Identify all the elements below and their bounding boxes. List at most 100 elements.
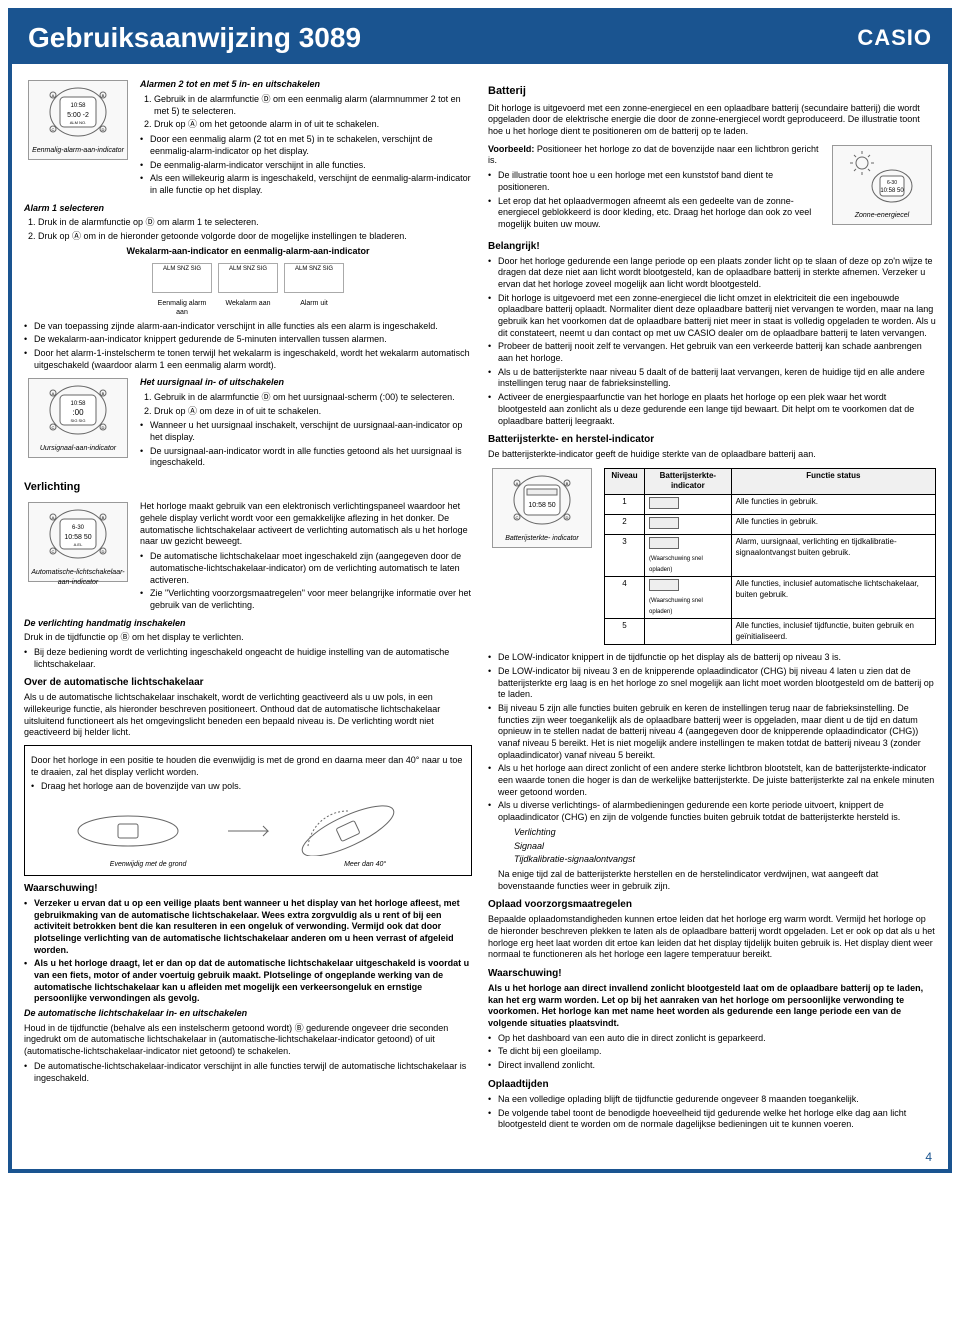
section-heading: Het uursignaal in- of uitschakelen [140, 377, 472, 389]
step-item: Druk op Ⓐ om het getoonde alarm in of ui… [154, 119, 472, 131]
section-heading: Alarmen 2 tot en met 5 in- en uitschakel… [140, 79, 472, 91]
body-text: Als u de automatische lichtschakelaar in… [24, 692, 472, 739]
svg-text:SIG SIG: SIG SIG [71, 418, 86, 423]
svg-text:10:58: 10:58 [70, 103, 86, 109]
indicator-text: ALM SNZ SIG [163, 266, 201, 272]
bullet-item: De eenmalig-alarm-indicator verschijnt i… [140, 160, 472, 172]
svg-text:B: B [566, 481, 569, 486]
bullet-item: Wanneer u het uursignaal inschakelt, ver… [140, 420, 472, 443]
svg-text:A.EL: A.EL [74, 542, 83, 547]
bullet-list: De LOW-indicator knippert in de tijdfunc… [488, 652, 936, 824]
indicator-text: ALM SNZ SIG [229, 266, 267, 272]
section-heading: Over de automatische lichtschakelaar [24, 676, 472, 689]
indicator-label: Eenmalig alarm aan [152, 299, 212, 317]
section-heading: Batterijsterkte- en herstel-indicator [488, 433, 936, 446]
table-header: Niveau [605, 468, 645, 494]
bullet-item: Draag het horloge aan de bovenzijde van … [31, 781, 465, 793]
page-title: Gebruiksaanwijzing 3089 [28, 20, 361, 56]
svg-text:D: D [566, 515, 569, 520]
body-text: Bepaalde oplaadomstandigheden kunnen ert… [488, 914, 936, 961]
bullet-list: De van toepassing zijnde alarm-aan-indic… [24, 321, 472, 372]
bullet-item: De uursignaal-aan-indicator wordt in all… [140, 446, 472, 469]
figure-caption: Zonne-energiecel [835, 211, 929, 220]
table-cell [645, 494, 732, 514]
left-column: 10:58 5:00 -2 ALM NO. A B C D Eenmalig-a… [24, 76, 472, 1133]
section-heading: Alarm 1 selecteren [24, 203, 472, 215]
indicator-text: ALM SNZ SIG [295, 266, 333, 272]
bullet-item: Als u de batterijsterkte naar niveau 5 d… [488, 367, 936, 390]
bullet-item: De wekalarm-aan-indicator knippert gedur… [24, 334, 472, 346]
indicator-fig: ALM SNZ SIG [152, 263, 212, 293]
bullet-item: Door het alarm-1-instelscherm te tonen t… [24, 348, 472, 371]
indent-item: Verlichting [504, 827, 936, 839]
table-cell: Alle functies in gebruik. [731, 515, 935, 535]
step-item: Druk in de alarmfunctie op Ⓓ om alarm 1 … [38, 217, 472, 229]
table-cell: Alle functies, inclusief tijdfunctie, bu… [731, 619, 935, 645]
body-text: Het horloge maakt gebruik van een elektr… [140, 501, 472, 548]
indicator-figures: ALM SNZ SIG ALM SNZ SIG ALM SNZ SIG [24, 263, 472, 293]
table-row: 3 (Waarschuwing snel opladen) Alarm, uur… [605, 535, 936, 577]
right-column: Batterij Dit horloge is uitgevoerd met e… [488, 76, 936, 1133]
bullet-item: Let erop dat het oplaadvermogen afneemt … [488, 196, 820, 231]
bullet-list: De automatische-lichtschakelaar-indicato… [24, 1061, 472, 1084]
svg-text:ALM NO.: ALM NO. [70, 120, 86, 125]
watch-figure-3: 6-30 10:58 50 A.EL A B C D Automatische-… [28, 502, 128, 582]
indicator-heading: Wekalarm-aan-indicator en eenmalig-alarm… [24, 246, 472, 258]
table-cell [645, 515, 732, 535]
bullet-item: Te dicht bij een gloeilamp. [488, 1046, 936, 1058]
table-row: 1 Alle functies in gebruik. [605, 494, 936, 514]
table-cell: 3 [605, 535, 645, 577]
wrist-angle-icon [31, 796, 465, 856]
figure-caption: Automatische-lichtschakelaar-aan-indicat… [31, 568, 125, 586]
svg-text:D: D [102, 425, 105, 430]
sun-watch-icon: 6-30 10:58 50 [847, 148, 917, 206]
table-cell: 2 [605, 515, 645, 535]
bullet-item: Als u het horloge draagt, let er dan op … [24, 958, 472, 1005]
bullet-item: Direct invallend zonlicht. [488, 1060, 936, 1072]
bullet-item: Als u diverse verlichtings- of alarmbedi… [488, 800, 936, 823]
battery-level-icon [649, 537, 679, 549]
bullet-item: Zie "Verlichting voorzorgsmaatregelen" v… [140, 588, 472, 611]
warning-heading: Waarschuwing! [488, 967, 936, 980]
body-text: Na enige tijd zal de batterijsterkte her… [488, 869, 936, 892]
svg-text:10:58 50: 10:58 50 [880, 188, 904, 194]
bullet-list: Bij deze bediening wordt de verlichting … [24, 647, 472, 670]
svg-text:B: B [102, 93, 105, 98]
bullet-item: De illustratie toont hoe u een horloge m… [488, 170, 820, 193]
table-row: 4 (Waarschuwing snel opladen) Alle funct… [605, 577, 936, 619]
diagram-labels: Evenwijdig met de grond Meer dan 40° [31, 860, 465, 869]
watch-icon: 10:58 :00 SIG SIG A B C D [43, 381, 113, 439]
bullet-item: Verzeker u ervan dat u op een veilige pl… [24, 898, 472, 956]
header: Gebruiksaanwijzing 3089 CASIO [12, 12, 948, 64]
figure-caption: Batterijsterkte- indicator [495, 534, 589, 543]
figure-caption: Eenmalig-alarm-aan-indicator [31, 146, 125, 155]
bullet-item: Bij deze bediening wordt de verlichting … [24, 647, 472, 670]
bullet-item: Als u het horloge aan direct zonlicht of… [488, 763, 936, 798]
section-heading: Batterij [488, 84, 936, 98]
warning-heading: Waarschuwing! [24, 882, 472, 895]
watch-figure-4: 10:58 50 A B C D Batterijsterkte- indica… [492, 468, 592, 548]
battery-level-icon [649, 517, 679, 529]
battery-level-icon [649, 497, 679, 509]
page-border: Gebruiksaanwijzing 3089 CASIO 10:58 5:00… [8, 8, 952, 1173]
step-item: Gebruik in de alarmfunctie Ⓓ om het uurs… [154, 392, 472, 404]
svg-text:10:58: 10:58 [70, 401, 86, 407]
svg-text:C: C [52, 127, 55, 132]
section-heading: De verlichting handmatig inschakelen [24, 618, 472, 630]
diagram-label: Evenwijdig met de grond [110, 860, 187, 869]
watch-figure-1: 10:58 5:00 -2 ALM NO. A B C D Eenmalig-a… [28, 80, 128, 160]
watch-icon: 10:58 50 A B C D [507, 471, 577, 529]
indent-item: Signaal [504, 841, 936, 853]
section-heading: Oplaad voorzorgsmaatregelen [488, 898, 936, 911]
bullet-list: De illustratie toont hoe u een horloge m… [488, 170, 820, 230]
indicator-label: Wekalarm aan [218, 299, 278, 317]
bullet-item: Door het horloge gedurende een lange per… [488, 256, 936, 291]
svg-text:C: C [516, 515, 519, 520]
battery-level-icon [649, 579, 679, 591]
watch-figure-2: 10:58 :00 SIG SIG A B C D Uursignaal-aan… [28, 378, 128, 458]
bullet-item: De van toepassing zijnde alarm-aan-indic… [24, 321, 472, 333]
body-text: Druk in de tijdfunctie op Ⓑ om het displ… [24, 632, 472, 644]
body-text: Houd in de tijdfunctie (behalve als een … [24, 1023, 472, 1058]
table-note: (Waarschuwing snel opladen) [649, 598, 703, 615]
bullet-list: Door het horloge gedurende een lange per… [488, 256, 936, 428]
